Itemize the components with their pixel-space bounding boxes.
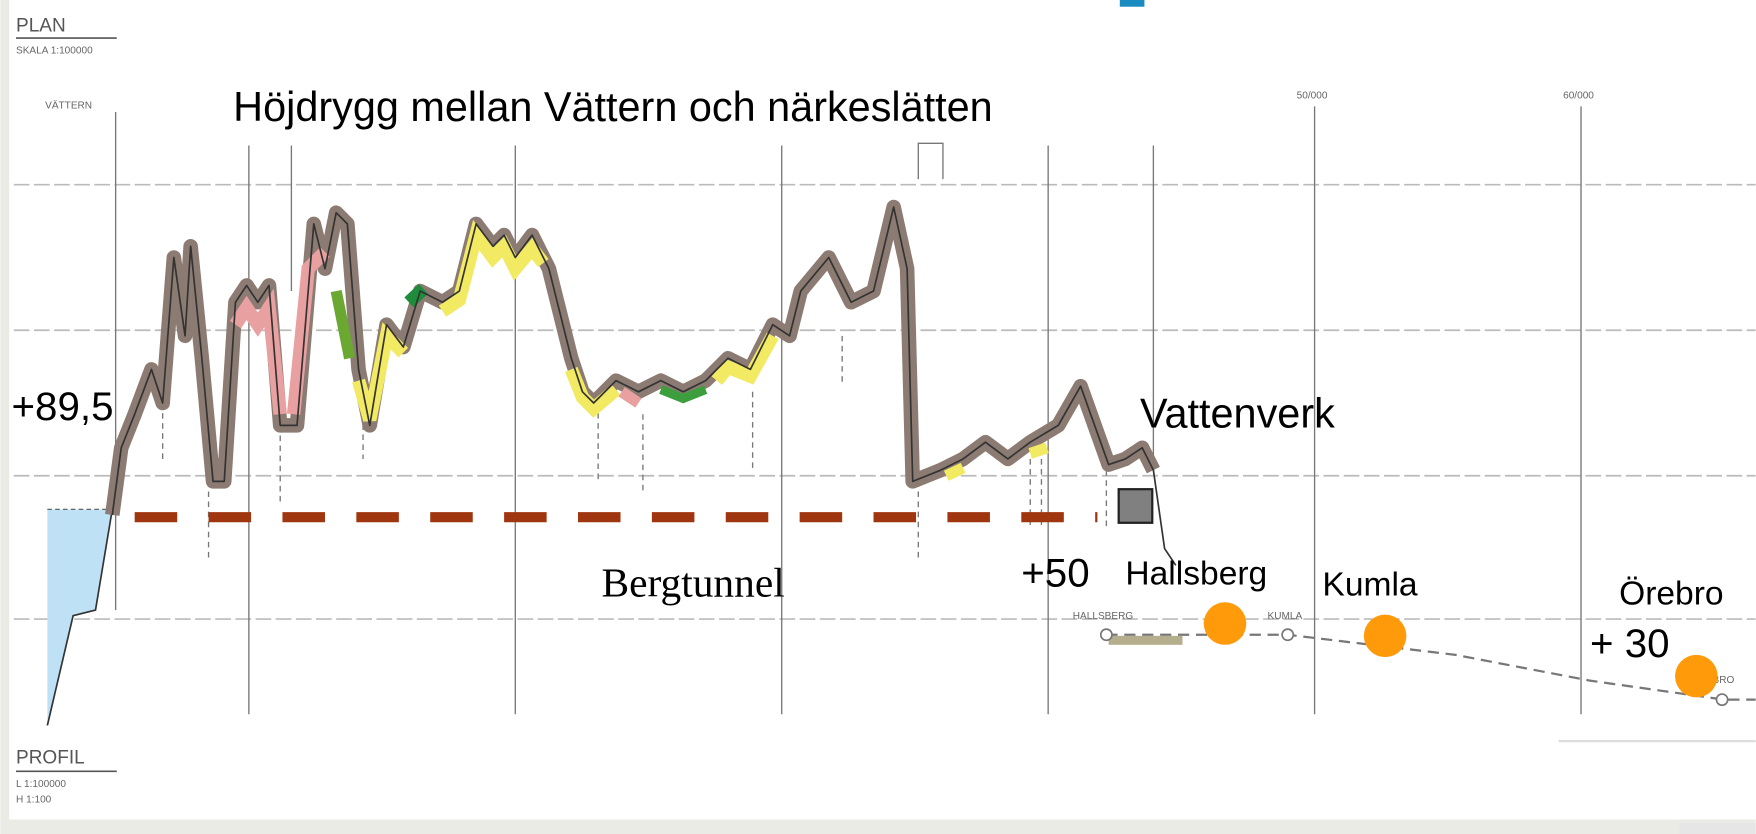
corner [1680, 823, 1756, 834]
waterworks-label: Vattenverk [1140, 391, 1335, 437]
drawing-label: HALLSBERG [1073, 611, 1134, 622]
sand-segment [946, 468, 963, 476]
town-label: Hallsberg [1125, 555, 1267, 592]
town-area [1109, 636, 1183, 645]
town-marker [1204, 602, 1247, 645]
level-label: +89,5 [12, 384, 114, 429]
town-label: Örebro [1619, 576, 1724, 613]
route-node [1101, 629, 1112, 640]
drawing-label: VÄTTERN [45, 100, 92, 112]
bottom-border [0, 819, 1755, 834]
profile-diagram: HALLSBERG KUMLA ÖREBRO VÄTTERN PLAN SKAL… [0, 0, 1756, 834]
town-marker [1675, 655, 1718, 698]
tunnel-label: Bergtunnel [601, 560, 784, 606]
town-label: Kumla [1322, 567, 1418, 604]
top-mark [1120, 0, 1145, 7]
profile-title: PROFIL [16, 747, 85, 768]
level-label: +50 [1021, 551, 1089, 596]
route-node [1716, 694, 1727, 705]
left-border [0, 0, 9, 834]
diagram-title: Höjdrygg mellan Vättern och närkeslätten [233, 84, 993, 130]
route-node [1282, 629, 1293, 640]
profile-scale: L 1:100000 [16, 779, 66, 790]
sand-segment [1030, 448, 1047, 454]
level-label: + 30 [1590, 621, 1670, 666]
drawing-label: KUMLA [1268, 611, 1303, 622]
town-marker [1364, 615, 1407, 658]
plan-scale: SKALA 1:100000 [16, 46, 93, 57]
chainage: 50/000 [1297, 91, 1328, 102]
waterworks-box [1119, 489, 1153, 523]
chainage: 60/000 [1563, 91, 1594, 102]
profile-scale: H 1:100 [16, 795, 52, 806]
plan-title: PLAN [16, 15, 66, 36]
